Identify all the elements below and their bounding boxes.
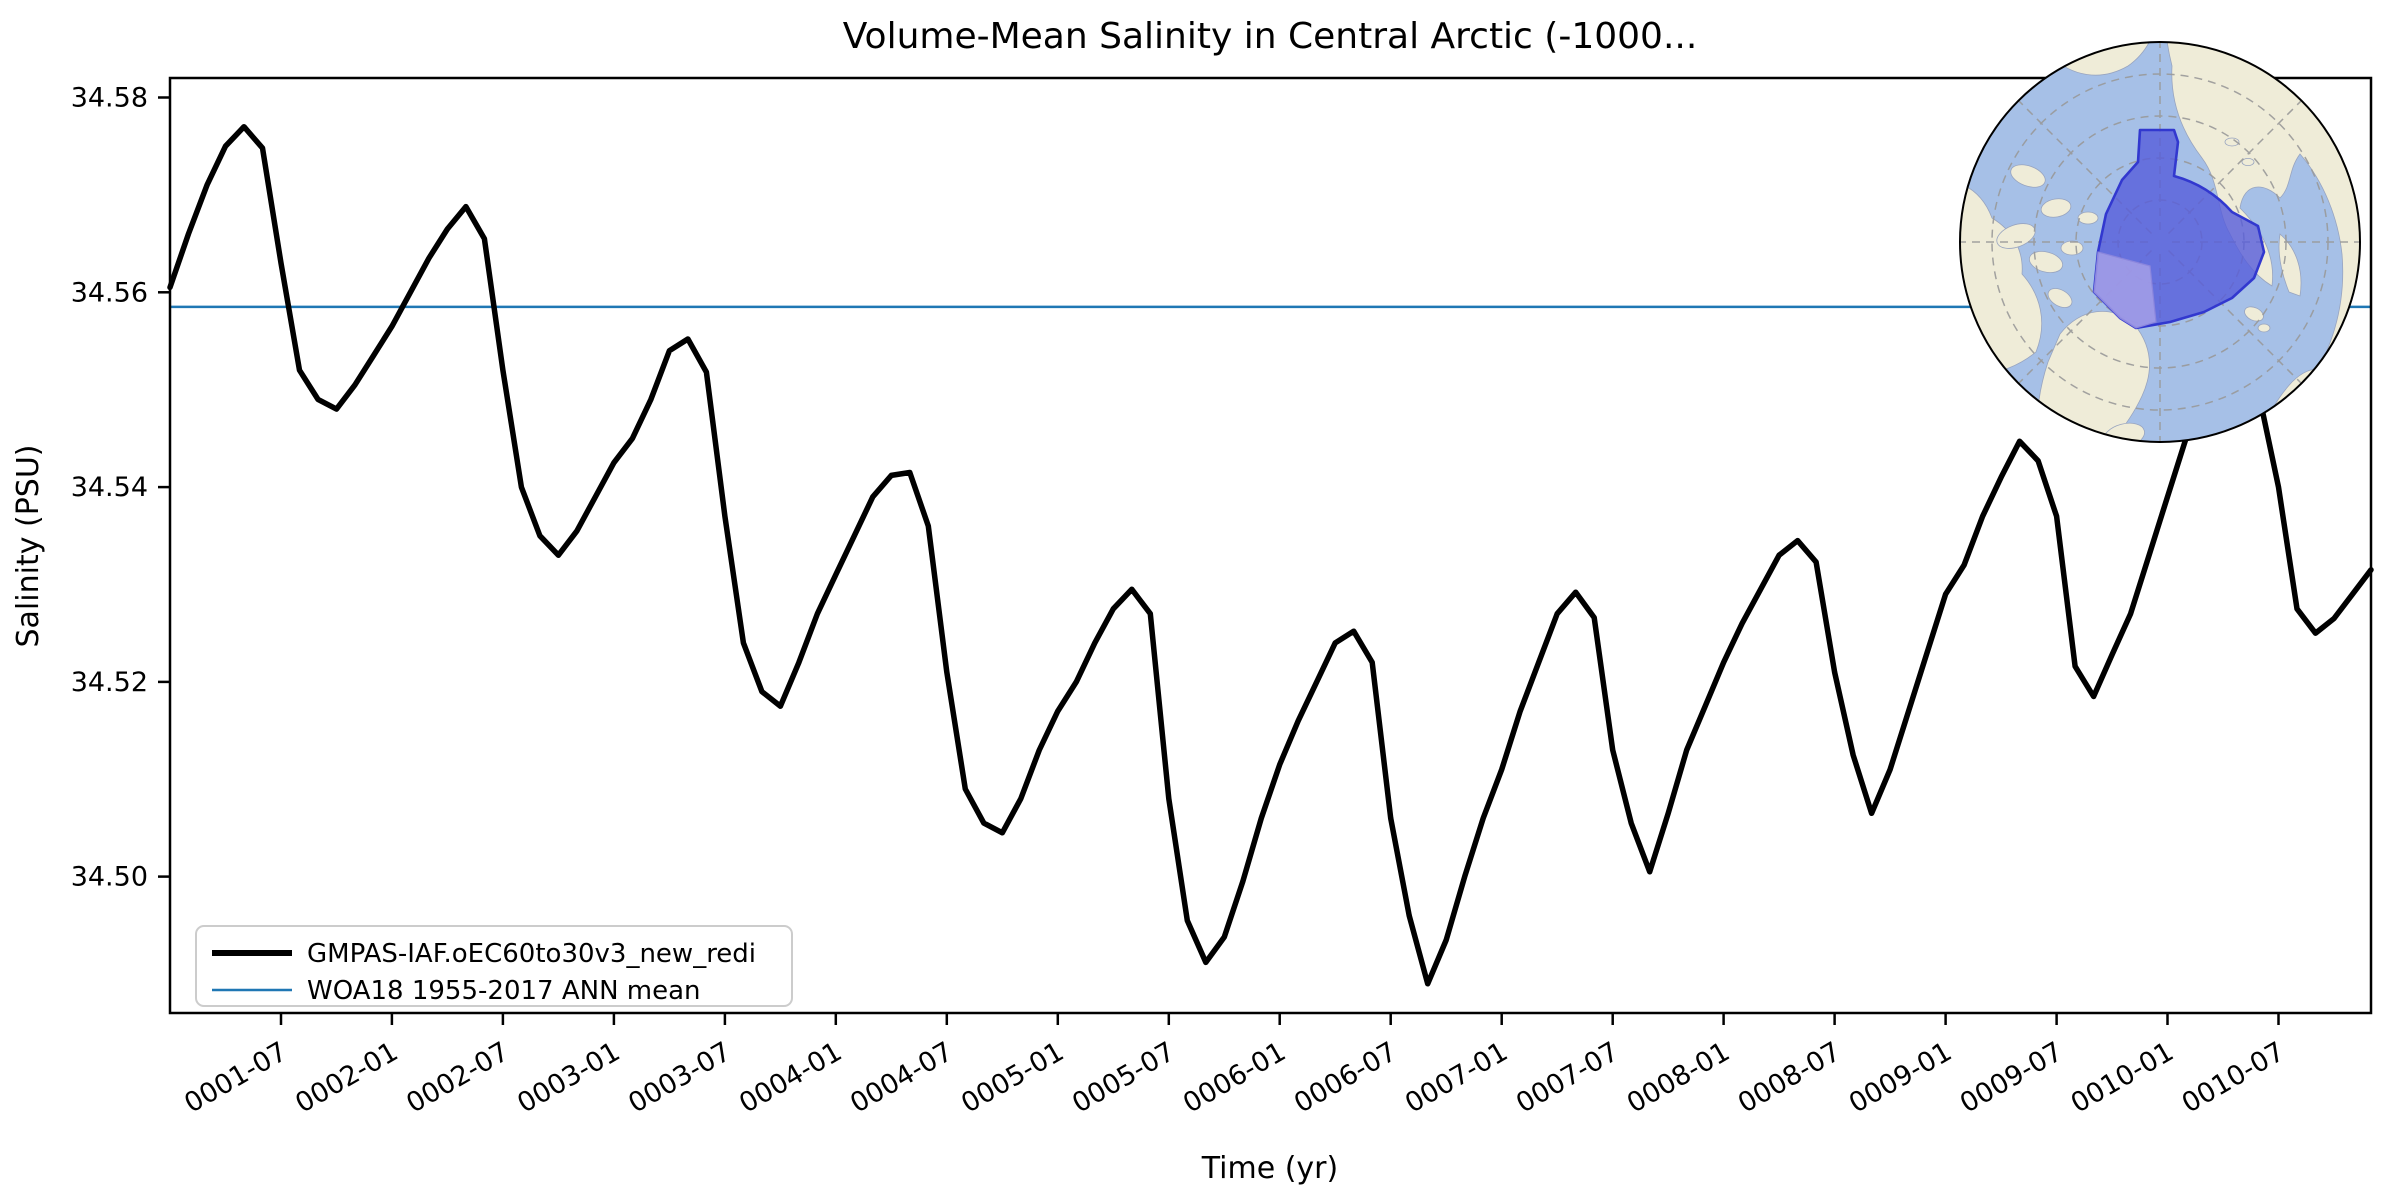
x-tick-label: 0006-07 xyxy=(1289,1036,1402,1119)
y-tick-label: 34.58 xyxy=(71,83,148,114)
x-axis-label: Time (yr) xyxy=(1201,1151,1338,1186)
y-axis-label: Salinity (PSU) xyxy=(11,445,46,648)
salinity-series-line xyxy=(167,123,2374,987)
y-axis-ticks: 34.50 34.52 34.54 34.56 34.58 xyxy=(71,83,170,893)
island-polygon xyxy=(2028,250,2064,274)
x-tick-label: 0008-07 xyxy=(1733,1036,1846,1119)
highlight-regions xyxy=(2092,128,2266,330)
legend: GMPAS-IAF.oEC60to30v3_new_redi WOA18 195… xyxy=(195,925,793,1007)
y-tick-label: 34.50 xyxy=(71,862,148,893)
island-polygon xyxy=(2224,137,2240,147)
x-tick-label: 0002-07 xyxy=(401,1036,514,1119)
x-tick-label: 0002-01 xyxy=(290,1036,403,1119)
island-polygon xyxy=(2077,211,2099,225)
x-tick-label: 0003-01 xyxy=(512,1036,625,1119)
x-tick-label: 0007-01 xyxy=(1400,1036,1513,1119)
island-polygon xyxy=(2040,198,2072,218)
x-tick-label: 0010-07 xyxy=(2177,1036,2290,1119)
axes-frame xyxy=(168,76,2373,1015)
legend-box xyxy=(195,925,793,1007)
island-polygon xyxy=(2244,306,2264,322)
land-polygon xyxy=(2278,233,2302,297)
island-polygon xyxy=(2241,157,2255,166)
y-tick-label: 34.54 xyxy=(71,472,148,503)
legend-label-woa: WOA18 1955-2017 ANN mean xyxy=(307,976,701,1006)
globe-contents xyxy=(1960,42,2360,442)
x-tick-label: 0004-07 xyxy=(845,1036,958,1119)
x-tick-label: 0001-07 xyxy=(179,1036,292,1119)
island-polygon xyxy=(2257,323,2271,333)
y-tick-label: 34.56 xyxy=(71,277,148,308)
legend-label-model: GMPAS-IAF.oEC60to30v3_new_redi xyxy=(307,939,756,969)
x-tick-label: 0006-01 xyxy=(1178,1036,1291,1119)
x-tick-label: 0009-01 xyxy=(1844,1036,1957,1119)
island-polygon xyxy=(2047,288,2073,308)
island-polygon xyxy=(2060,240,2084,256)
x-tick-label: 0009-07 xyxy=(1955,1036,2068,1119)
island-polygon xyxy=(2010,164,2046,188)
globe-rim xyxy=(1959,41,2361,443)
arctic-locator-inset-map xyxy=(1959,41,2361,443)
y-tick-label: 34.52 xyxy=(71,667,148,698)
x-axis-ticks: 0001-070002-010002-070003-010003-070004-… xyxy=(179,1013,2290,1119)
x-tick-label: 0010-01 xyxy=(2066,1036,2179,1119)
x-tick-label: 0005-07 xyxy=(1067,1036,1180,1119)
central-arctic-subregion xyxy=(2093,251,2157,329)
x-tick-label: 0007-07 xyxy=(1511,1036,1624,1119)
x-tick-label: 0008-01 xyxy=(1622,1036,1735,1119)
chart-title: Volume-Mean Salinity in Central Arctic (… xyxy=(843,16,1698,57)
x-tick-label: 0005-01 xyxy=(956,1036,1069,1119)
x-tick-label: 0003-07 xyxy=(623,1036,736,1119)
x-tick-label: 0004-01 xyxy=(734,1036,847,1119)
